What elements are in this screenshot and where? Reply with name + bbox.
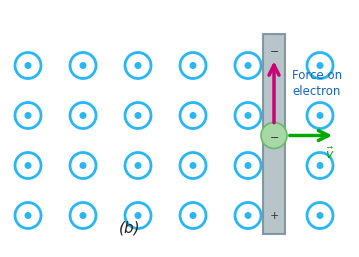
Circle shape bbox=[79, 62, 87, 69]
Circle shape bbox=[317, 112, 323, 119]
Bar bbox=[263, 33, 285, 234]
Circle shape bbox=[79, 212, 87, 219]
Circle shape bbox=[24, 62, 32, 69]
Text: $-$: $-$ bbox=[269, 45, 279, 56]
Circle shape bbox=[244, 162, 252, 169]
Circle shape bbox=[317, 162, 323, 169]
Circle shape bbox=[135, 62, 141, 69]
Circle shape bbox=[135, 112, 141, 119]
Text: (b): (b) bbox=[119, 221, 141, 235]
Circle shape bbox=[135, 162, 141, 169]
Circle shape bbox=[244, 212, 252, 219]
Text: Force on
electron: Force on electron bbox=[292, 69, 342, 98]
Circle shape bbox=[244, 62, 252, 69]
Circle shape bbox=[24, 112, 32, 119]
Text: $+$: $+$ bbox=[269, 210, 279, 221]
Circle shape bbox=[261, 123, 287, 149]
Circle shape bbox=[190, 212, 196, 219]
Circle shape bbox=[79, 162, 87, 169]
Circle shape bbox=[190, 62, 196, 69]
Circle shape bbox=[317, 212, 323, 219]
Circle shape bbox=[24, 212, 32, 219]
Circle shape bbox=[24, 162, 32, 169]
Circle shape bbox=[317, 62, 323, 69]
Circle shape bbox=[79, 112, 87, 119]
Circle shape bbox=[135, 212, 141, 219]
Circle shape bbox=[244, 112, 252, 119]
Circle shape bbox=[190, 162, 196, 169]
Text: $\vec{v}$: $\vec{v}$ bbox=[325, 146, 335, 162]
Text: $-$: $-$ bbox=[269, 131, 279, 141]
Circle shape bbox=[190, 112, 196, 119]
